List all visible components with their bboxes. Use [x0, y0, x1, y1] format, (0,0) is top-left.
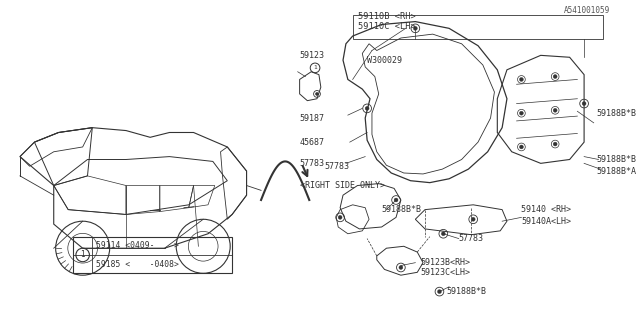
Circle shape	[365, 107, 369, 110]
Circle shape	[582, 102, 586, 106]
Text: 57783: 57783	[324, 162, 349, 171]
Circle shape	[471, 217, 475, 221]
Text: 59188B*B: 59188B*B	[596, 155, 637, 164]
Text: 57783: 57783	[459, 234, 484, 243]
Text: 59110B <RH>: 59110B <RH>	[358, 12, 415, 21]
Text: 59188B*A: 59188B*A	[596, 167, 637, 176]
Text: 59188B*B: 59188B*B	[446, 287, 486, 296]
Circle shape	[316, 92, 319, 95]
Text: 59187: 59187	[300, 114, 324, 123]
Circle shape	[520, 145, 524, 149]
Bar	[73, 236, 232, 273]
Text: <RIGHT SIDE ONLY>: <RIGHT SIDE ONLY>	[300, 181, 385, 190]
Circle shape	[520, 111, 524, 115]
Text: 57783: 57783	[300, 159, 324, 168]
Circle shape	[553, 75, 557, 78]
Text: 1: 1	[81, 251, 85, 260]
Circle shape	[394, 198, 398, 202]
Text: 1: 1	[313, 65, 317, 70]
Text: W300029: W300029	[367, 56, 402, 65]
Text: 59123B<RH>: 59123B<RH>	[420, 258, 470, 267]
Circle shape	[553, 142, 557, 146]
Circle shape	[438, 290, 442, 293]
Bar	[353, 15, 604, 39]
Text: 59188B*B: 59188B*B	[381, 205, 422, 214]
Text: 59188B*B: 59188B*B	[596, 109, 637, 118]
Circle shape	[413, 27, 417, 30]
Text: A541001059: A541001059	[564, 6, 610, 15]
Circle shape	[442, 232, 445, 236]
Text: 59123C<LH>: 59123C<LH>	[420, 268, 470, 277]
Text: 59123: 59123	[300, 51, 324, 60]
Text: 45687: 45687	[300, 138, 324, 147]
Circle shape	[553, 108, 557, 112]
Circle shape	[399, 266, 403, 269]
Text: 59185 <    -0408>: 59185 < -0408>	[96, 260, 179, 268]
Circle shape	[338, 215, 342, 219]
Text: 59110C <LH>: 59110C <LH>	[358, 22, 415, 31]
Text: 59114 <0409-    >: 59114 <0409- >	[96, 241, 179, 250]
Text: 59140A<LH>: 59140A<LH>	[522, 217, 572, 226]
Circle shape	[520, 77, 524, 81]
Text: 59140 <RH>: 59140 <RH>	[522, 205, 572, 214]
